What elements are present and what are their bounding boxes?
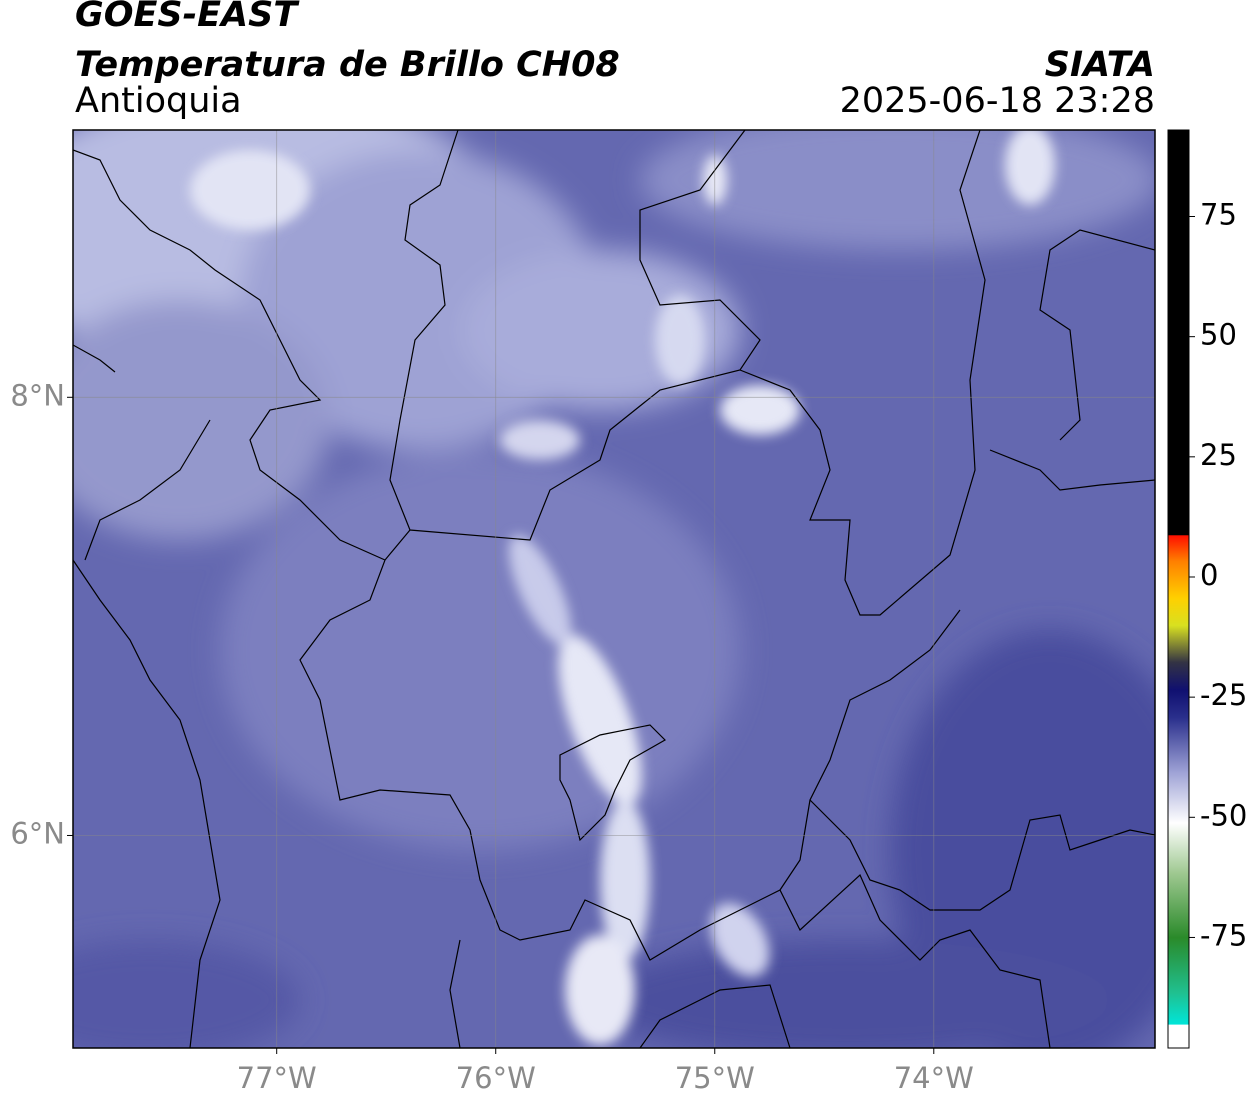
region: Antioquia: [75, 81, 242, 121]
colorbar: [1167, 129, 1190, 1049]
x-tick-label: 74°W: [894, 1061, 974, 1095]
colorbar-tick-label: -75: [1200, 918, 1247, 952]
x-tick-label: 77°W: [237, 1061, 317, 1095]
colorbar-tick-label: 50: [1200, 318, 1237, 352]
datetime: 2025-06-18 23:28: [840, 81, 1155, 121]
map-frame: [72, 129, 1156, 1049]
colorbar-tick-label: 0: [1200, 558, 1218, 592]
graticule: [73, 130, 1155, 1048]
x-tick-label: 76°W: [456, 1061, 536, 1095]
colorbar-tick-label: -50: [1200, 798, 1247, 832]
satellite-image: [73, 130, 1155, 1048]
colorbar-tick-label: 75: [1200, 198, 1237, 232]
cold-tops: [190, 130, 1055, 1045]
source: SIATA: [1045, 45, 1155, 85]
x-tick-label: 75°W: [675, 1061, 755, 1095]
colorbar-tick-label: -25: [1200, 678, 1247, 712]
title: GOES-EAST: [75, 0, 300, 35]
colorbar-tick-label: 25: [1200, 438, 1237, 472]
borders: [73, 130, 1155, 1048]
subtitle: Temperatura de Brillo CH08: [75, 45, 620, 85]
y-tick-label: 6°N: [10, 816, 65, 850]
y-tick-label: 8°N: [10, 378, 65, 412]
